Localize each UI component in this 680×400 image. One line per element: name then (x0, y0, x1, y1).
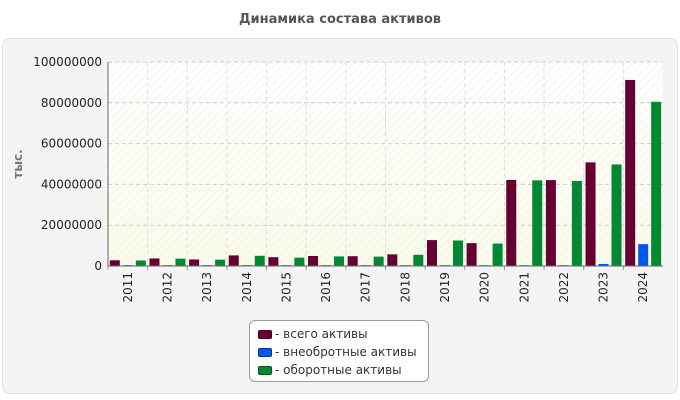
chart-title: Динамика состава активов (238, 12, 442, 27)
bar (215, 259, 226, 266)
y-tick-label: 60000000 (41, 137, 102, 151)
bar (413, 254, 424, 266)
bar (545, 180, 556, 266)
x-tick-label: 2015 (279, 272, 293, 303)
bar (452, 240, 463, 266)
x-tick-label: 2022 (557, 272, 571, 303)
y-tick-label: 100000000 (33, 55, 102, 69)
bar (625, 79, 636, 267)
legend-label-noncurrent-assets: - внеобротные активы (275, 345, 417, 359)
legend-swatch-current-assets (258, 365, 272, 375)
bar (268, 257, 279, 266)
legend-swatch-noncurrent-assets (258, 347, 272, 357)
legend-item-current-assets: - оборотные активы (258, 361, 428, 379)
legend: - всего активы - внеобротные активы - об… (249, 320, 429, 382)
bar (228, 255, 239, 266)
bar (466, 243, 477, 266)
bar (426, 240, 437, 266)
bar (506, 179, 517, 266)
bar (308, 256, 319, 266)
bar (109, 260, 120, 266)
bar (149, 258, 160, 266)
legend-swatch-total-assets (258, 329, 272, 339)
x-tick-label: 2018 (398, 272, 412, 303)
x-tick-label: 2023 (597, 272, 611, 303)
bar (638, 244, 649, 266)
bar (373, 256, 384, 266)
y-tick-label: 0 (94, 259, 102, 273)
bar (571, 180, 582, 266)
x-tick-label: 2012 (160, 272, 174, 303)
x-tick-label: 2011 (121, 272, 135, 303)
grid-layer (108, 61, 663, 266)
y-axis-label: тыс. (11, 149, 25, 178)
bar (189, 259, 200, 266)
x-tick-label: 2019 (438, 272, 452, 303)
x-tick-label: 2014 (240, 272, 254, 303)
bar (387, 254, 398, 266)
bar (492, 243, 503, 266)
bar (135, 260, 146, 266)
y-tick-label: 40000000 (41, 177, 102, 191)
legend-item-noncurrent-assets: - внеобротные активы (258, 343, 428, 361)
x-tick-label: 2016 (319, 272, 333, 303)
x-tick-label: 2021 (517, 272, 531, 303)
bar (585, 162, 596, 266)
y-tick-label: 80000000 (41, 96, 102, 110)
legend-item-total-assets: - всего активы (258, 325, 428, 343)
bar (347, 256, 358, 266)
y-tick-label: 20000000 (41, 218, 102, 232)
bar (532, 180, 543, 266)
axis-layer: 0 20000000 40000000 60000000 80000000 1000000… (33, 55, 663, 303)
bar (651, 101, 662, 266)
bar (334, 256, 345, 266)
x-tick-label: 2017 (359, 272, 373, 303)
bar-layer (109, 79, 662, 267)
x-tick-label: 2013 (200, 272, 214, 303)
legend-label-current-assets: - оборотные активы (275, 363, 402, 377)
x-tick-label: 2020 (478, 272, 492, 303)
bar (294, 257, 305, 266)
legend-label-total-assets: - всего активы (275, 327, 368, 341)
bar (175, 258, 186, 266)
bar (611, 164, 622, 266)
bar (598, 263, 609, 266)
bar (254, 255, 265, 266)
x-tick-label: 2024 (636, 272, 650, 303)
